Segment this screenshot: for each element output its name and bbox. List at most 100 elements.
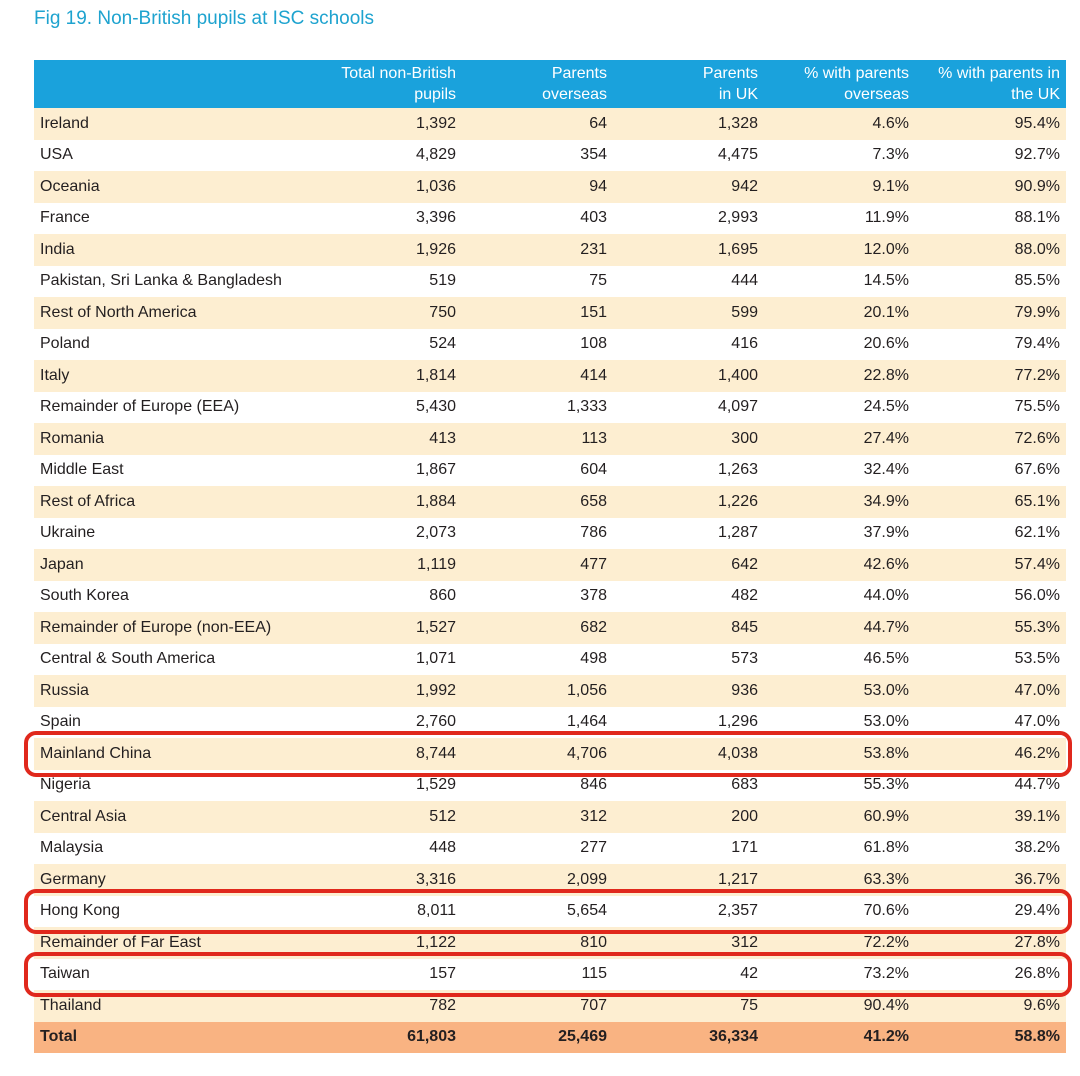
total-cell: 2,760 bbox=[302, 706, 462, 738]
parents-overseas-cell: 604 bbox=[462, 454, 613, 486]
country-cell: Ukraine bbox=[34, 517, 302, 549]
parents-uk-cell: 300 bbox=[613, 423, 764, 455]
parents-overseas-cell: 4,706 bbox=[462, 738, 613, 770]
total-cell: 3,396 bbox=[302, 202, 462, 234]
pct-uk-cell: 36.7% bbox=[915, 864, 1066, 896]
country-cell: France bbox=[34, 202, 302, 234]
pct-overseas-cell: 7.3% bbox=[764, 139, 915, 171]
table-row: Thailand 782 707 75 90.4% 9.6% bbox=[34, 990, 1066, 1022]
data-table-container: Total non-British pupils Parents overseas … bbox=[34, 60, 1066, 1053]
total-cell: 1,867 bbox=[302, 454, 462, 486]
parents-uk-cell: 444 bbox=[613, 265, 764, 297]
pct-overseas-cell: 44.0% bbox=[764, 580, 915, 612]
country-cell: Oceania bbox=[34, 171, 302, 203]
table-row: France 3,396 403 2,993 11.9% 88.1% bbox=[34, 202, 1066, 234]
table-header: Total non-British pupils Parents overseas … bbox=[34, 60, 1066, 108]
table-body: Ireland 1,392 64 1,328 4.6% 95.4% USA 4,829 354 4… bbox=[34, 108, 1066, 1053]
pct-uk-cell: 67.6% bbox=[915, 454, 1066, 486]
pct-overseas-cell: 90.4% bbox=[764, 990, 915, 1022]
pct-overseas-cell: 73.2% bbox=[764, 958, 915, 990]
total-cell: 1,119 bbox=[302, 549, 462, 581]
header-row: Total non-British pupils Parents overseas … bbox=[34, 60, 1066, 108]
country-cell: Ireland bbox=[34, 108, 302, 140]
parents-uk-cell: 683 bbox=[613, 769, 764, 801]
total-cell: 4,829 bbox=[302, 139, 462, 171]
pct-uk-cell: 72.6% bbox=[915, 423, 1066, 455]
table-row: India 1,926 231 1,695 12.0% 88.0% bbox=[34, 234, 1066, 266]
pct-overseas-cell: 61.8% bbox=[764, 832, 915, 864]
table-row: Ireland 1,392 64 1,328 4.6% 95.4% bbox=[34, 108, 1066, 140]
pct-uk-cell: 85.5% bbox=[915, 265, 1066, 297]
total-cell: 8,744 bbox=[302, 738, 462, 770]
parents-overseas-cell: 682 bbox=[462, 612, 613, 644]
total-cell: 1,071 bbox=[302, 643, 462, 675]
parents-uk-cell: 1,296 bbox=[613, 706, 764, 738]
parents-uk-cell: 2,357 bbox=[613, 895, 764, 927]
pct-uk-cell: 46.2% bbox=[915, 738, 1066, 770]
table-row: Hong Kong 8,011 5,654 2,357 70.6% 29.4% bbox=[34, 895, 1066, 927]
pct-uk-cell: 88.0% bbox=[915, 234, 1066, 266]
parents-overseas-cell: 477 bbox=[462, 549, 613, 581]
parents-uk-cell: 1,287 bbox=[613, 517, 764, 549]
table-row: Malaysia 448 277 171 61.8% 38.2% bbox=[34, 832, 1066, 864]
pct-uk-cell: 95.4% bbox=[915, 108, 1066, 140]
total-cell: 519 bbox=[302, 265, 462, 297]
table-row: Nigeria 1,529 846 683 55.3% 44.7% bbox=[34, 769, 1066, 801]
pct-uk-cell: 79.9% bbox=[915, 297, 1066, 329]
country-cell: Malaysia bbox=[34, 832, 302, 864]
parents-uk-cell: 42 bbox=[613, 958, 764, 990]
table-row: Oceania 1,036 94 942 9.1% 90.9% bbox=[34, 171, 1066, 203]
table-row: Central Asia 512 312 200 60.9% 39.1% bbox=[34, 801, 1066, 833]
country-cell: Romania bbox=[34, 423, 302, 455]
country-cell: Nigeria bbox=[34, 769, 302, 801]
parents-overseas-cell: 75 bbox=[462, 265, 613, 297]
table-row: Mainland China 8,744 4,706 4,038 53.8% 46.2% bbox=[34, 738, 1066, 770]
table-row: USA 4,829 354 4,475 7.3% 92.7% bbox=[34, 139, 1066, 171]
parents-uk-cell: 1,695 bbox=[613, 234, 764, 266]
parents-uk-cell: 845 bbox=[613, 612, 764, 644]
parents-overseas-cell: 5,654 bbox=[462, 895, 613, 927]
pct-uk-cell: 39.1% bbox=[915, 801, 1066, 833]
parents-overseas-cell: 151 bbox=[462, 297, 613, 329]
pct-uk-cell: 47.0% bbox=[915, 706, 1066, 738]
pct-uk-cell: 9.6% bbox=[915, 990, 1066, 1022]
pct-overseas-cell: 70.6% bbox=[764, 895, 915, 927]
parents-overseas-cell: 231 bbox=[462, 234, 613, 266]
total-country-cell: Total bbox=[34, 1021, 302, 1053]
parents-overseas-cell: 403 bbox=[462, 202, 613, 234]
parents-overseas-cell: 846 bbox=[462, 769, 613, 801]
table-row: Japan 1,119 477 642 42.6% 57.4% bbox=[34, 549, 1066, 581]
table-row: Germany 3,316 2,099 1,217 63.3% 36.7% bbox=[34, 864, 1066, 896]
total-parents-uk-cell: 36,334 bbox=[613, 1021, 764, 1053]
parents-overseas-cell: 414 bbox=[462, 360, 613, 392]
pct-uk-cell: 26.8% bbox=[915, 958, 1066, 990]
total-cell: 8,011 bbox=[302, 895, 462, 927]
pct-overseas-cell: 55.3% bbox=[764, 769, 915, 801]
country-cell: USA bbox=[34, 139, 302, 171]
total-cell: 1,392 bbox=[302, 108, 462, 140]
pct-overseas-cell: 9.1% bbox=[764, 171, 915, 203]
table-row: Romania 413 113 300 27.4% 72.6% bbox=[34, 423, 1066, 455]
total-cell: 512 bbox=[302, 801, 462, 833]
parents-overseas-cell: 64 bbox=[462, 108, 613, 140]
parents-overseas-cell: 94 bbox=[462, 171, 613, 203]
total-cell: 2,073 bbox=[302, 517, 462, 549]
pct-uk-cell: 88.1% bbox=[915, 202, 1066, 234]
pct-uk-cell: 57.4% bbox=[915, 549, 1066, 581]
parents-overseas-cell: 2,099 bbox=[462, 864, 613, 896]
table-row: Pakistan, Sri Lanka & Bangladesh 519 75 444… bbox=[34, 265, 1066, 297]
pct-overseas-cell: 20.1% bbox=[764, 297, 915, 329]
country-cell: Remainder of Europe (non-EEA) bbox=[34, 612, 302, 644]
country-cell: Middle East bbox=[34, 454, 302, 486]
total-cell: 448 bbox=[302, 832, 462, 864]
country-cell: Remainder of Europe (EEA) bbox=[34, 391, 302, 423]
parents-uk-cell: 642 bbox=[613, 549, 764, 581]
parents-uk-cell: 599 bbox=[613, 297, 764, 329]
parents-overseas-cell: 113 bbox=[462, 423, 613, 455]
table-row: Remainder of Europe (non-EEA) 1,527 682 845… bbox=[34, 612, 1066, 644]
country-cell: Thailand bbox=[34, 990, 302, 1022]
country-cell: Germany bbox=[34, 864, 302, 896]
total-cell: 1,926 bbox=[302, 234, 462, 266]
parents-uk-cell: 1,226 bbox=[613, 486, 764, 518]
pct-overseas-cell: 12.0% bbox=[764, 234, 915, 266]
